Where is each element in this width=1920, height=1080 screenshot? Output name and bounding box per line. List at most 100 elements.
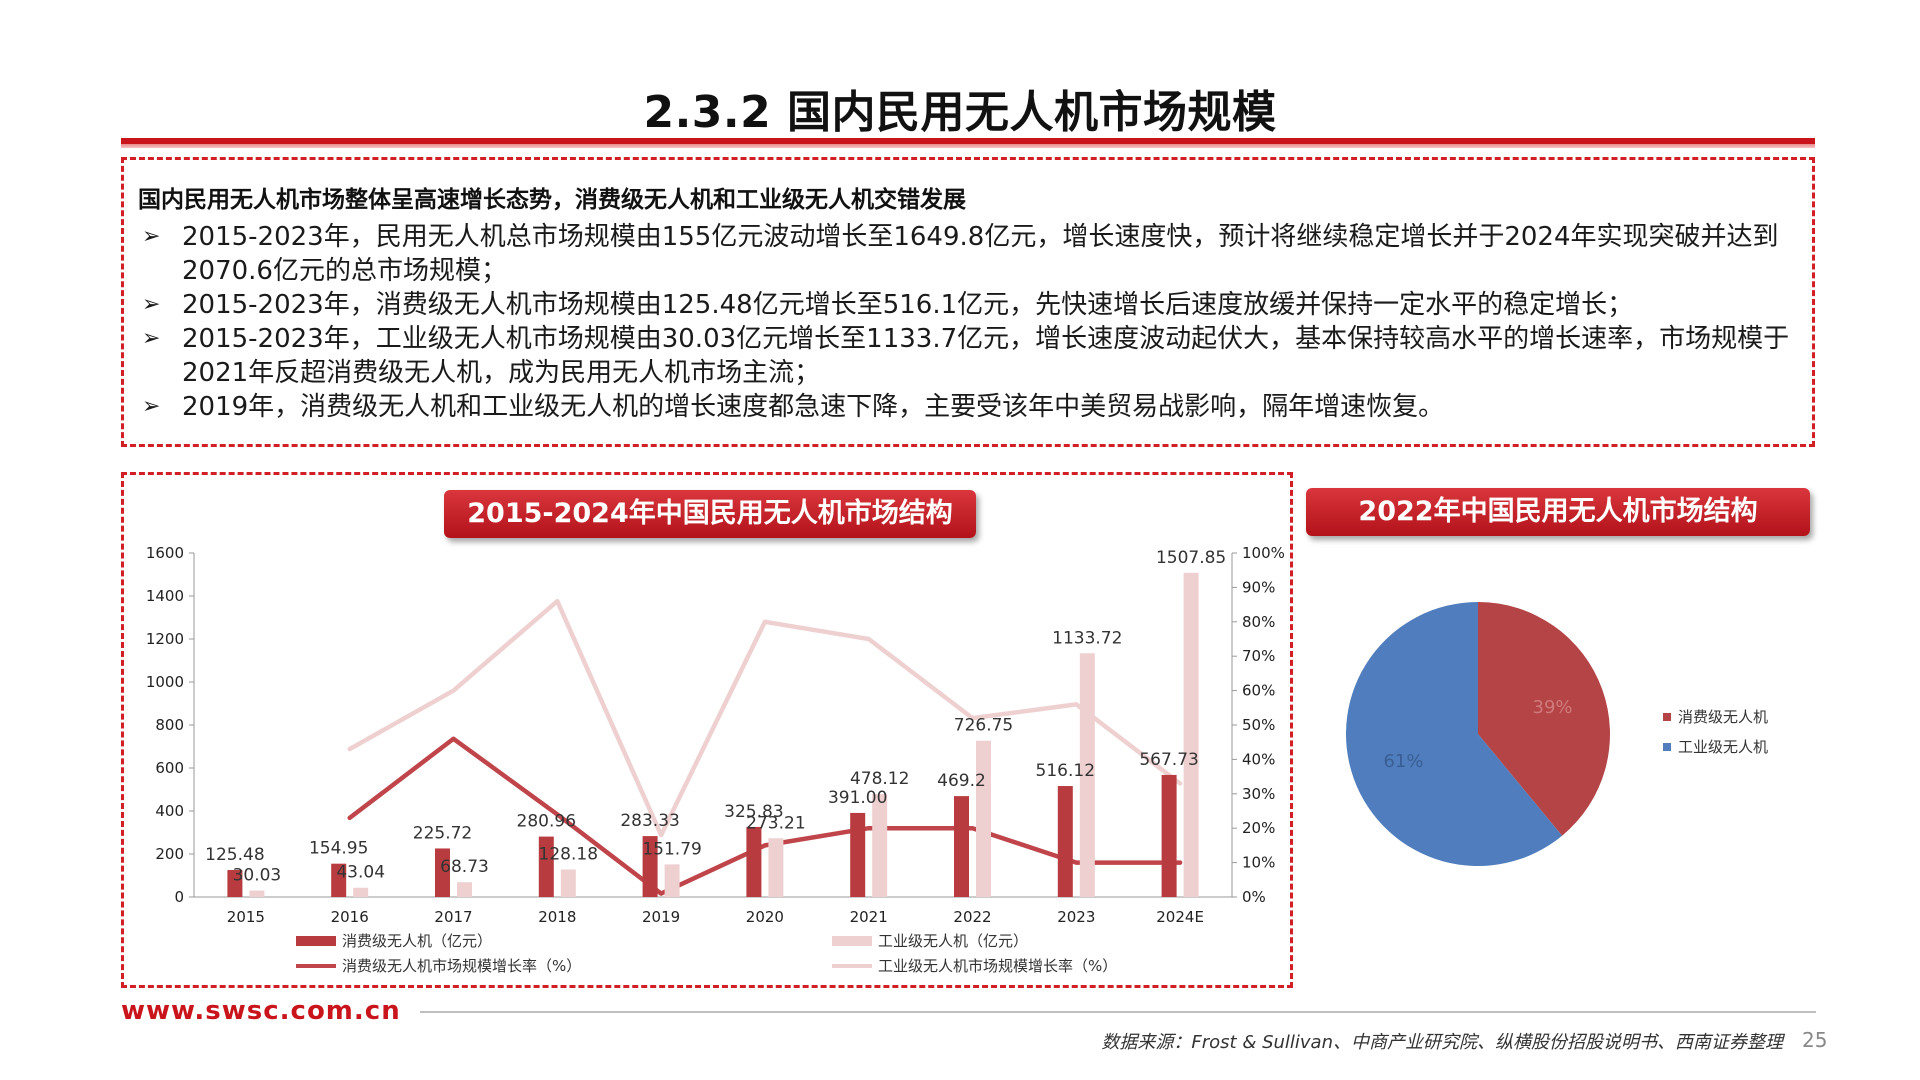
data-label: 30.03 xyxy=(233,866,282,886)
bar xyxy=(560,869,576,897)
right-tick-label: 90% xyxy=(1242,578,1275,596)
bullet-item: ➢ 2019年，消费级无人机和工业级无人机的增长速度都急速下降，主要受该年中美贸易… xyxy=(138,390,1798,424)
pie-slice xyxy=(1346,602,1563,866)
data-label: 516.12 xyxy=(1036,761,1095,781)
footer-divider xyxy=(420,1011,1816,1013)
data-label: 43.04 xyxy=(336,863,385,883)
bar xyxy=(1079,653,1095,897)
bar-chart-title: 2015-2024年中国民用无人机市场结构 xyxy=(444,490,976,538)
page-number: 25 xyxy=(1802,1028,1828,1052)
left-tick-label: 200 xyxy=(155,845,184,863)
title-underline xyxy=(121,138,1815,148)
bar xyxy=(954,796,969,897)
left-tick-label: 1200 xyxy=(146,630,184,648)
data-label: 325.83 xyxy=(724,802,783,822)
x-tick-label: 2019 xyxy=(642,908,680,926)
bar xyxy=(353,887,369,897)
data-label: 478.12 xyxy=(850,769,909,789)
data-label: 469.2 xyxy=(937,771,986,791)
website-link[interactable]: www.swsc.com.cn xyxy=(121,996,401,1026)
arrow-bullet-icon: ➢ xyxy=(142,292,161,317)
bar xyxy=(872,794,888,897)
left-tick-label: 1400 xyxy=(146,587,184,605)
summary-headline: 国内民用无人机市场整体呈高速增长态势，消费级无人机和工业级无人机交错发展 xyxy=(138,187,966,213)
growth-rate-line xyxy=(347,598,1183,838)
bar xyxy=(538,836,554,897)
data-label: 151.79 xyxy=(642,839,701,859)
pie-legend-label: 工业级无人机 xyxy=(1678,738,1768,756)
arrow-bullet-icon: ➢ xyxy=(142,394,161,419)
pie-legend-label: 消费级无人机 xyxy=(1678,708,1768,726)
pie-legend-swatch xyxy=(1663,743,1671,751)
bar xyxy=(249,890,265,897)
bullet-item: ➢ 2015-2023年，民用无人机总市场规模由155亿元波动增长至1649.8亿… xyxy=(138,220,1798,288)
right-tick-label: 80% xyxy=(1242,613,1275,631)
left-tick-label: 0 xyxy=(174,888,184,906)
arrow-bullet-icon: ➢ xyxy=(142,224,161,249)
bullet-text: 2015-2023年，消费级无人机市场规模由125.48亿元增长至516.1亿元… xyxy=(182,290,1634,320)
bar xyxy=(1161,774,1177,897)
data-label: 280.96 xyxy=(517,812,576,832)
bar-chart-box xyxy=(121,472,1293,988)
bar xyxy=(976,740,991,897)
data-label: 391.00 xyxy=(828,788,887,808)
right-tick-label: 10% xyxy=(1242,854,1275,872)
data-label: 128.18 xyxy=(539,844,598,864)
right-tick-label: 30% xyxy=(1242,785,1275,803)
growth-rate-line xyxy=(347,736,1183,896)
x-tick-label: 2021 xyxy=(850,908,888,926)
bullet-text: 2015-2023年，民用无人机总市场规模由155亿元波动增长至1649.8亿元… xyxy=(182,222,1779,286)
x-tick-label: 2022 xyxy=(953,908,991,926)
x-tick-label: 2024E xyxy=(1156,908,1204,926)
right-tick-label: 60% xyxy=(1242,682,1275,700)
x-tick-label: 2017 xyxy=(434,908,472,926)
bar xyxy=(1057,786,1073,897)
bar xyxy=(435,848,450,897)
summary-bullets: ➢ 2015-2023年，民用无人机总市场规模由155亿元波动增长至1649.8亿… xyxy=(138,220,1798,424)
data-source: 数据来源：Frost & Sullivan、中商产业研究院、纵横股份招股说明书、… xyxy=(1101,1032,1783,1053)
right-tick-label: 0% xyxy=(1242,888,1266,906)
pie-legend-swatch xyxy=(1663,713,1671,721)
bullet-item: ➢ 2015-2023年，工业级无人机市场规模由30.03亿元增长至1133.7亿… xyxy=(138,322,1798,390)
x-tick-label: 2023 xyxy=(1057,908,1095,926)
right-tick-label: 40% xyxy=(1242,750,1275,768)
bullet-item: ➢ 2015-2023年，消费级无人机市场规模由125.48亿元增长至516.1亿… xyxy=(138,288,1798,322)
bullet-text: 2015-2023年，工业级无人机市场规模由30.03亿元增长至1133.7亿元… xyxy=(182,324,1790,388)
bar xyxy=(331,863,347,897)
pie-chart-title: 2022年中国民用无人机市场结构 xyxy=(1306,488,1810,536)
arrow-bullet-icon: ➢ xyxy=(142,326,161,351)
x-tick-label: 2015 xyxy=(227,908,265,926)
left-tick-label: 600 xyxy=(155,759,184,777)
data-label: 125.48 xyxy=(205,845,264,865)
bar xyxy=(642,836,658,897)
pie-label: 39% xyxy=(1533,697,1573,718)
legend-label: 消费级无人机市场规模增长率（%） xyxy=(342,957,581,975)
page-title: 2.3.2 国内民用无人机市场规模 xyxy=(643,87,1277,138)
bar xyxy=(850,812,866,897)
legend-label: 工业级无人机市场规模增长率（%） xyxy=(878,957,1117,975)
x-tick-label: 2020 xyxy=(746,908,784,926)
data-label: 1507.85 xyxy=(1156,548,1226,568)
bar xyxy=(746,826,762,897)
legend-label: 消费级无人机（亿元） xyxy=(342,932,492,950)
bar xyxy=(457,882,472,897)
left-tick-label: 1600 xyxy=(146,544,184,562)
right-tick-label: 70% xyxy=(1242,647,1275,665)
right-tick-label: 20% xyxy=(1242,819,1275,837)
data-label: 726.75 xyxy=(954,716,1013,736)
data-label: 567.73 xyxy=(1139,750,1198,770)
data-label: 273.21 xyxy=(746,813,805,833)
pie-slice xyxy=(1478,602,1611,836)
right-tick-label: 50% xyxy=(1242,716,1275,734)
bar xyxy=(664,864,680,897)
left-tick-label: 1000 xyxy=(146,673,184,691)
bar xyxy=(768,838,784,897)
bullet-text: 2019年，消费级无人机和工业级无人机的增长速度都急速下降，主要受该年中美贸易战… xyxy=(182,392,1445,422)
data-label: 283.33 xyxy=(620,811,679,831)
data-label: 154.95 xyxy=(309,839,368,859)
bar xyxy=(1183,572,1199,897)
legend-swatch xyxy=(296,936,336,946)
left-tick-label: 800 xyxy=(155,716,184,734)
data-label: 225.72 xyxy=(413,823,472,843)
left-tick-label: 400 xyxy=(155,802,184,820)
